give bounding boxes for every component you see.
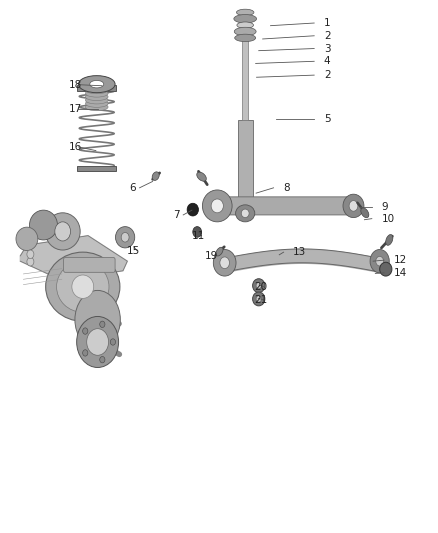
Ellipse shape: [361, 208, 369, 217]
Bar: [77, 85, 117, 91]
Text: 2: 2: [324, 31, 330, 41]
Ellipse shape: [253, 292, 265, 306]
Ellipse shape: [27, 250, 34, 259]
Polygon shape: [20, 236, 127, 280]
Ellipse shape: [241, 209, 249, 217]
Ellipse shape: [211, 199, 223, 213]
Ellipse shape: [100, 357, 105, 363]
Text: 11: 11: [191, 231, 205, 241]
Ellipse shape: [85, 86, 108, 94]
Text: 19: 19: [205, 251, 218, 261]
Text: 18: 18: [68, 80, 81, 90]
Ellipse shape: [57, 261, 109, 312]
Text: 12: 12: [394, 255, 407, 265]
Ellipse shape: [235, 34, 256, 42]
Text: 5: 5: [324, 114, 330, 124]
Ellipse shape: [83, 350, 88, 356]
Ellipse shape: [85, 96, 108, 104]
Ellipse shape: [85, 93, 108, 101]
Ellipse shape: [55, 222, 71, 241]
Ellipse shape: [90, 80, 104, 88]
Ellipse shape: [386, 235, 393, 245]
Ellipse shape: [77, 317, 119, 368]
Ellipse shape: [45, 213, 80, 250]
Text: 15: 15: [127, 246, 140, 255]
Bar: [77, 166, 117, 171]
Ellipse shape: [380, 262, 392, 276]
Ellipse shape: [193, 227, 201, 237]
Text: 20: 20: [254, 282, 267, 292]
Ellipse shape: [234, 14, 257, 23]
Ellipse shape: [216, 247, 223, 256]
Ellipse shape: [85, 100, 108, 107]
Ellipse shape: [253, 279, 265, 293]
Text: 13: 13: [293, 247, 307, 257]
Bar: [242, 12, 248, 120]
Text: 3: 3: [324, 44, 330, 53]
Ellipse shape: [376, 256, 384, 266]
Ellipse shape: [100, 321, 105, 327]
Text: 14: 14: [394, 268, 407, 278]
Text: 6: 6: [130, 183, 136, 193]
Ellipse shape: [197, 172, 206, 181]
Ellipse shape: [202, 190, 232, 222]
Text: 2: 2: [324, 70, 330, 80]
Ellipse shape: [256, 282, 261, 289]
Text: 16: 16: [68, 142, 81, 152]
Text: 21: 21: [254, 295, 267, 305]
Ellipse shape: [87, 329, 109, 356]
Ellipse shape: [121, 232, 129, 242]
Ellipse shape: [78, 76, 115, 93]
Ellipse shape: [343, 194, 364, 217]
Ellipse shape: [237, 9, 254, 15]
Ellipse shape: [256, 296, 261, 302]
Ellipse shape: [220, 257, 230, 269]
Ellipse shape: [236, 205, 255, 222]
Ellipse shape: [29, 210, 57, 240]
Ellipse shape: [85, 103, 108, 111]
Ellipse shape: [237, 22, 254, 28]
Ellipse shape: [75, 290, 120, 349]
Bar: [238, 120, 253, 204]
FancyBboxPatch shape: [214, 197, 351, 215]
Text: 4: 4: [324, 56, 330, 66]
Text: 7: 7: [173, 210, 180, 220]
Ellipse shape: [213, 249, 236, 276]
Text: 17: 17: [68, 103, 81, 114]
Text: 10: 10: [381, 214, 395, 224]
Ellipse shape: [27, 257, 34, 266]
Ellipse shape: [46, 252, 120, 321]
Ellipse shape: [370, 249, 389, 273]
Text: 8: 8: [284, 183, 290, 193]
Ellipse shape: [16, 227, 38, 251]
Ellipse shape: [152, 172, 159, 180]
Text: 1: 1: [324, 18, 330, 28]
Ellipse shape: [187, 203, 198, 216]
Ellipse shape: [83, 328, 88, 334]
Ellipse shape: [85, 90, 108, 97]
Text: 9: 9: [381, 202, 388, 212]
FancyBboxPatch shape: [64, 257, 115, 272]
Ellipse shape: [110, 339, 116, 345]
Ellipse shape: [116, 227, 135, 248]
Ellipse shape: [349, 200, 358, 211]
Ellipse shape: [234, 27, 256, 36]
Ellipse shape: [72, 275, 94, 298]
